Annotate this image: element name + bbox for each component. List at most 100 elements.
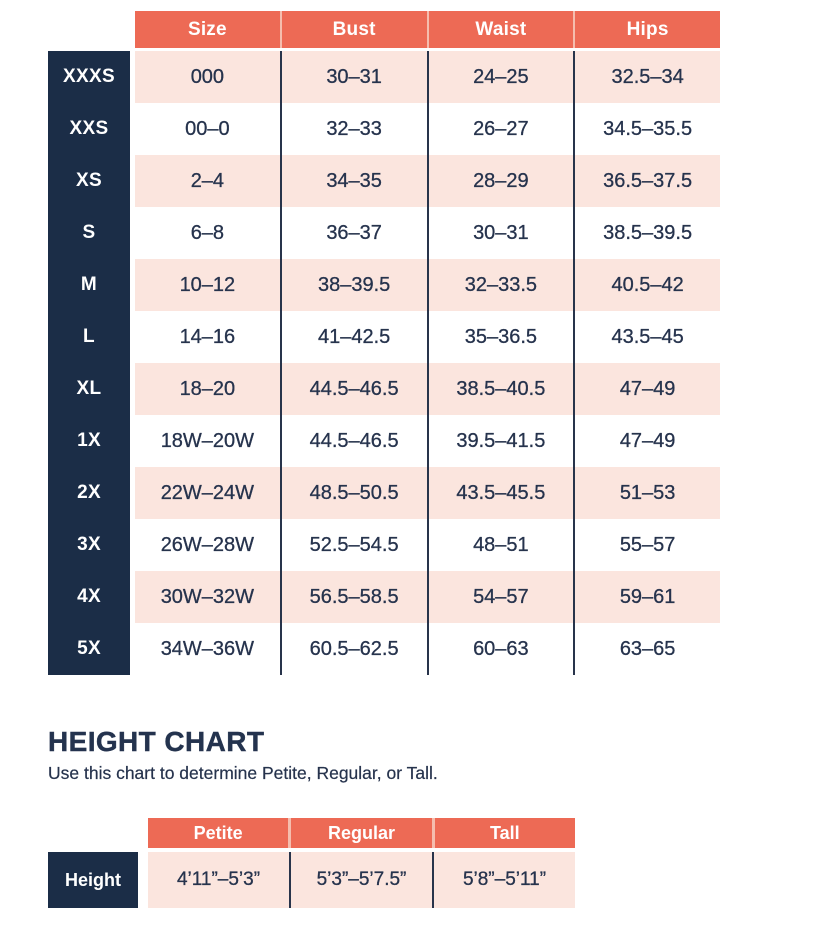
row-cell-hips: 36.5–37.5 bbox=[573, 155, 720, 207]
row-label: 2X bbox=[48, 467, 130, 519]
row-cell-waist: 32–33.5 bbox=[426, 259, 574, 311]
table-row: M 10–12 38–39.5 32–33.5 40.5–42 bbox=[48, 259, 720, 311]
row-label: XS bbox=[48, 155, 130, 207]
row-label: L bbox=[48, 311, 130, 363]
row-cell-size: 00–0 bbox=[135, 103, 280, 155]
row-cell-hips: 38.5–39.5 bbox=[573, 207, 720, 259]
row-label: 3X bbox=[48, 519, 130, 571]
label-gutter bbox=[130, 363, 135, 415]
row-cell-size: 34W–36W bbox=[135, 623, 280, 675]
column-header-size: Size bbox=[135, 11, 280, 48]
row-cell-waist: 26–27 bbox=[426, 103, 574, 155]
column-header-tall: Tall bbox=[431, 818, 575, 848]
row-cell-hips: 51–53 bbox=[573, 467, 720, 519]
column-header-regular: Regular bbox=[288, 818, 432, 848]
row-cell-bust: 41–42.5 bbox=[279, 311, 427, 363]
size-chart-header-row: Size Bust Waist Hips bbox=[135, 11, 720, 48]
row-cell-waist: 43.5–45.5 bbox=[426, 467, 574, 519]
height-chart-row: Height 4’11”–5’3” 5’3”–5’7.5” 5’8”–5’11” bbox=[48, 852, 575, 908]
row-cell-waist: 24–25 bbox=[426, 51, 574, 103]
height-cell-tall: 5’8”–5’11” bbox=[432, 852, 575, 908]
row-cell-hips: 47–49 bbox=[573, 415, 720, 467]
label-gutter bbox=[130, 311, 135, 363]
label-gutter bbox=[130, 519, 135, 571]
table-row: 3X 26W–28W 52.5–54.5 48–51 55–57 bbox=[48, 519, 720, 571]
height-chart-table: Petite Regular Tall Height 4’11”–5’3” 5’… bbox=[48, 818, 575, 908]
row-cell-waist: 39.5–41.5 bbox=[426, 415, 574, 467]
table-row: 2X 22W–24W 48.5–50.5 43.5–45.5 51–53 bbox=[48, 467, 720, 519]
row-label: 4X bbox=[48, 571, 130, 623]
row-cell-hips: 43.5–45 bbox=[573, 311, 720, 363]
table-row: XS 2–4 34–35 28–29 36.5–37.5 bbox=[48, 155, 720, 207]
row-cell-bust: 44.5–46.5 bbox=[279, 415, 427, 467]
row-cell-hips: 59–61 bbox=[573, 571, 720, 623]
table-row: 1X 18W–20W 44.5–46.5 39.5–41.5 47–49 bbox=[48, 415, 720, 467]
row-label: 1X bbox=[48, 415, 130, 467]
label-gutter bbox=[130, 467, 135, 519]
size-chart-body: XXXS 000 30–31 24–25 32.5–34 XXS 00–0 32… bbox=[48, 51, 720, 675]
column-header-petite: Petite bbox=[148, 818, 289, 848]
table-row: XXS 00–0 32–33 26–27 34.5–35.5 bbox=[48, 103, 720, 155]
row-cell-bust: 48.5–50.5 bbox=[279, 467, 427, 519]
height-row-label: Height bbox=[48, 852, 138, 908]
row-cell-hips: 40.5–42 bbox=[573, 259, 720, 311]
row-label: 5X bbox=[48, 623, 130, 675]
row-cell-bust: 34–35 bbox=[279, 155, 427, 207]
row-cell-waist: 35–36.5 bbox=[426, 311, 574, 363]
row-cell-size: 26W–28W bbox=[135, 519, 280, 571]
row-cell-bust: 32–33 bbox=[279, 103, 427, 155]
table-row: 5X 34W–36W 60.5–62.5 60–63 63–65 bbox=[48, 623, 720, 675]
height-chart-title: HEIGHT CHART bbox=[48, 726, 265, 757]
row-cell-size: 14–16 bbox=[135, 311, 280, 363]
row-cell-bust: 56.5–58.5 bbox=[279, 571, 427, 623]
label-gutter bbox=[130, 415, 135, 467]
row-cell-size: 18W–20W bbox=[135, 415, 280, 467]
row-cell-hips: 63–65 bbox=[573, 623, 720, 675]
row-cell-size: 000 bbox=[135, 51, 280, 103]
row-label: S bbox=[48, 207, 130, 259]
row-cell-hips: 47–49 bbox=[573, 363, 720, 415]
row-cell-bust: 52.5–54.5 bbox=[279, 519, 427, 571]
row-cell-bust: 38–39.5 bbox=[279, 259, 427, 311]
row-cell-waist: 48–51 bbox=[426, 519, 574, 571]
row-cell-hips: 34.5–35.5 bbox=[573, 103, 720, 155]
label-gutter bbox=[130, 623, 135, 675]
row-cell-waist: 54–57 bbox=[426, 571, 574, 623]
height-chart-header-row: Petite Regular Tall bbox=[148, 818, 575, 848]
row-cell-bust: 60.5–62.5 bbox=[279, 623, 427, 675]
size-chart-table: Size Bust Waist Hips XXXS 000 30–31 24–2… bbox=[48, 11, 720, 675]
column-header-bust: Bust bbox=[279, 11, 427, 48]
row-cell-size: 18–20 bbox=[135, 363, 280, 415]
row-cell-size: 10–12 bbox=[135, 259, 280, 311]
label-gutter bbox=[130, 155, 135, 207]
row-cell-size: 22W–24W bbox=[135, 467, 280, 519]
row-cell-size: 30W–32W bbox=[135, 571, 280, 623]
column-header-waist: Waist bbox=[426, 11, 574, 48]
row-cell-size: 6–8 bbox=[135, 207, 280, 259]
row-label: XXXS bbox=[48, 51, 130, 103]
label-gutter bbox=[130, 103, 135, 155]
column-header-hips: Hips bbox=[573, 11, 720, 48]
row-cell-bust: 36–37 bbox=[279, 207, 427, 259]
row-cell-hips: 32.5–34 bbox=[573, 51, 720, 103]
label-gutter bbox=[138, 852, 148, 908]
height-chart-subtitle: Use this chart to determine Petite, Regu… bbox=[48, 763, 438, 783]
label-gutter bbox=[130, 259, 135, 311]
label-gutter bbox=[130, 207, 135, 259]
row-cell-waist: 28–29 bbox=[426, 155, 574, 207]
row-cell-bust: 30–31 bbox=[279, 51, 427, 103]
table-row: XL 18–20 44.5–46.5 38.5–40.5 47–49 bbox=[48, 363, 720, 415]
table-row: 4X 30W–32W 56.5–58.5 54–57 59–61 bbox=[48, 571, 720, 623]
row-cell-bust: 44.5–46.5 bbox=[279, 363, 427, 415]
row-label: M bbox=[48, 259, 130, 311]
row-cell-size: 2–4 bbox=[135, 155, 280, 207]
table-row: S 6–8 36–37 30–31 38.5–39.5 bbox=[48, 207, 720, 259]
table-row: L 14–16 41–42.5 35–36.5 43.5–45 bbox=[48, 311, 720, 363]
height-cell-petite: 4’11”–5’3” bbox=[148, 852, 289, 908]
label-gutter bbox=[130, 51, 135, 103]
row-cell-hips: 55–57 bbox=[573, 519, 720, 571]
height-cell-regular: 5’3”–5’7.5” bbox=[289, 852, 432, 908]
row-cell-waist: 30–31 bbox=[426, 207, 574, 259]
label-gutter bbox=[130, 571, 135, 623]
